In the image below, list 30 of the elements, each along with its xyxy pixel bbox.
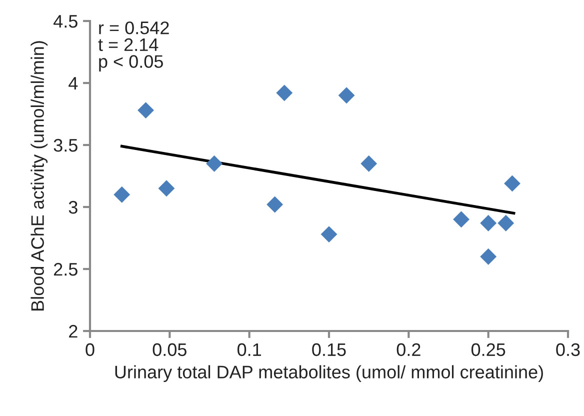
point [206,155,222,172]
point [266,196,284,213]
annotation: r = 0.542 t = 2.14 p < 0.05 [98,21,169,72]
point [338,87,355,104]
y-tick-label: 2.5 [54,262,78,276]
point [158,180,175,197]
y-tick-label: 4 [68,77,78,90]
point [138,102,154,118]
point [276,84,293,102]
y-tick-label: 2 [69,324,78,338]
x-tick-label: 0.2 [396,343,420,356]
point [320,226,338,242]
x-tick-label: 0.25 [471,343,506,356]
point [453,211,470,228]
x-tick-label: 0.3 [556,343,580,356]
x-tick-label: 0.05 [152,343,186,356]
point [480,248,497,265]
point [114,186,130,203]
point [504,175,520,192]
y-tick-label: 3 [68,200,78,214]
x-tick-label: 0.15 [312,343,346,356]
point [360,155,378,172]
point [498,214,514,232]
y-axis-title: Blood AChE activity (umol/ml/min) [30,41,48,310]
y-tick-label: 4.5 [54,15,78,28]
x-tick-label: 0 [86,343,94,356]
y-tick-label: 3.5 [54,138,78,152]
x-tick-label: 0.1 [237,343,262,356]
x-axis-title: Urinary total DAP metabolites (umol/ mmol creatinine) [115,365,543,382]
point [480,214,497,232]
